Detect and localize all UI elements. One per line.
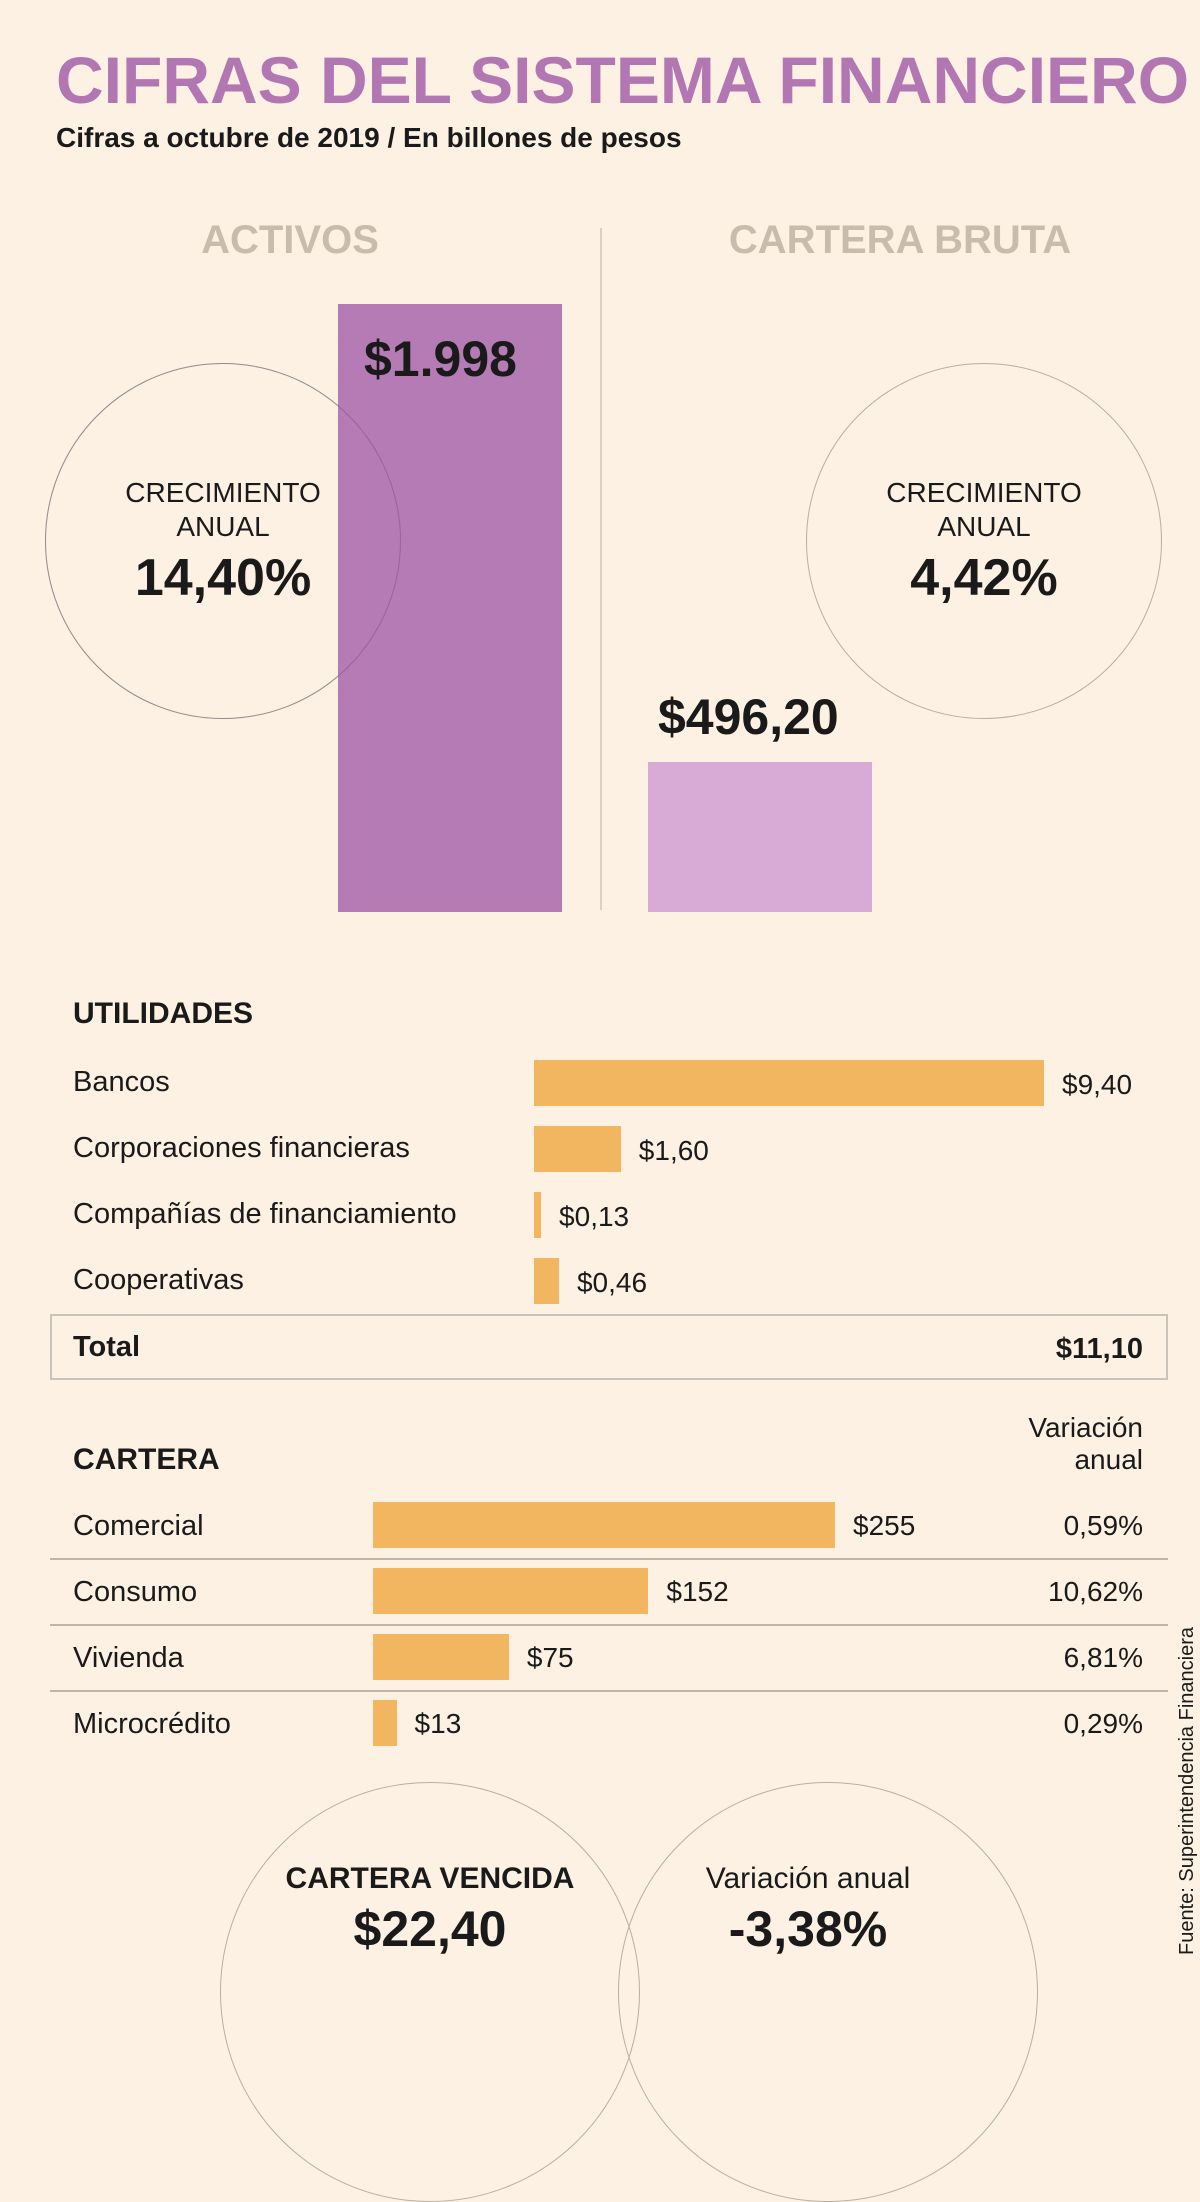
- cartera-row-separator: [50, 1624, 1168, 1626]
- cartera-bruta-label: CARTERA BRUTA: [728, 218, 1072, 262]
- utilidades-total-box: [50, 1314, 1168, 1380]
- utilidades-bar: [534, 1060, 1044, 1106]
- cartera-value-label: $75: [526, 1642, 574, 1673]
- utilidades-value-label: $0,46: [576, 1267, 648, 1298]
- cartera-bruta-growth-caption-1: CRECIMIENTO: [886, 477, 1082, 508]
- vencida-label: CARTERA VENCIDA: [285, 1862, 575, 1895]
- cartera-bruta-value: $496,20: [658, 689, 839, 745]
- utilidades-bar: [534, 1126, 621, 1172]
- cartera-bar: [373, 1502, 835, 1548]
- page-title: CIFRAS DEL SISTEMA FINANCIERO: [56, 43, 1190, 117]
- variation-label: Variación anual: [705, 1862, 911, 1895]
- cartera-variation-value: 0,59%: [1063, 1510, 1143, 1541]
- utilidades-category-label: Corporaciones financieras: [73, 1132, 410, 1164]
- variation-circle: [618, 1782, 1038, 2202]
- utilidades-bar: [534, 1258, 559, 1304]
- cartera-value-label: $152: [666, 1576, 729, 1607]
- variation-value: -3,38%: [728, 1901, 888, 1957]
- cartera-category-label: Vivienda: [73, 1642, 184, 1674]
- source-note: Fuente: Superintendencia Financiera: [1176, 1627, 1198, 1955]
- cartera-bruta-growth-caption-2: ANUAL: [937, 511, 1031, 542]
- cartera-variation-value: 6,81%: [1063, 1642, 1143, 1673]
- activos-value: $1.998: [364, 331, 517, 387]
- activos-growth-value: 14,40%: [134, 549, 312, 607]
- cartera-bar: [373, 1700, 397, 1746]
- utilidades-value-label: $1,60: [638, 1135, 709, 1166]
- cartera-title: CARTERA: [73, 1443, 220, 1476]
- utilidades-category-label: Compañías de financiamiento: [73, 1198, 457, 1230]
- cartera-category-label: Microcrédito: [73, 1708, 231, 1740]
- cartera-value-label: $255: [853, 1510, 916, 1541]
- cartera-row-separator: [50, 1558, 1168, 1560]
- utilidades-category-label: Cooperativas: [73, 1264, 244, 1296]
- variation-header-line1: Variación: [1028, 1412, 1143, 1443]
- vencida-circle: [220, 1782, 640, 2202]
- utilidades-value-label: $0,13: [559, 1201, 630, 1232]
- section-divider: [600, 228, 602, 910]
- variation-header-line2: anual: [1074, 1444, 1143, 1475]
- cartera-category-label: Consumo: [73, 1576, 198, 1608]
- cartera-value-label: $13: [414, 1708, 462, 1739]
- cartera-variation-value: 0,29%: [1063, 1708, 1143, 1739]
- cartera-row-separator: [50, 1690, 1168, 1692]
- cartera-bar: [373, 1634, 509, 1680]
- cartera-bar: [373, 1568, 649, 1614]
- activos-label: ACTIVOS: [201, 218, 379, 262]
- utilidades-total-value: $11,10: [1055, 1333, 1143, 1365]
- utilidades-total-label: Total: [73, 1331, 141, 1363]
- cartera-variation-value: 10,62%: [1048, 1576, 1143, 1607]
- activos-growth-circle-overlay: [45, 363, 401, 719]
- utilidades-bar: [534, 1192, 542, 1238]
- utilidades-value-label: $9,40: [1062, 1069, 1133, 1100]
- activos-growth-caption-1: CRECIMIENTO: [125, 477, 321, 508]
- cartera-bruta-growth-value: 4,42%: [910, 549, 1058, 607]
- activos-growth-caption-2: ANUAL: [176, 511, 270, 542]
- page-subtitle: Cifras a octubre de 2019 / En billones d…: [56, 122, 682, 153]
- utilidades-title: UTILIDADES: [73, 997, 253, 1030]
- cartera-category-label: Comercial: [73, 1510, 204, 1542]
- cartera-bruta-bar: [648, 762, 872, 912]
- cartera-bruta-growth-circle: [806, 363, 1162, 719]
- utilidades-category-label: Bancos: [73, 1066, 170, 1098]
- vencida-value: $22,40: [353, 1901, 507, 1957]
